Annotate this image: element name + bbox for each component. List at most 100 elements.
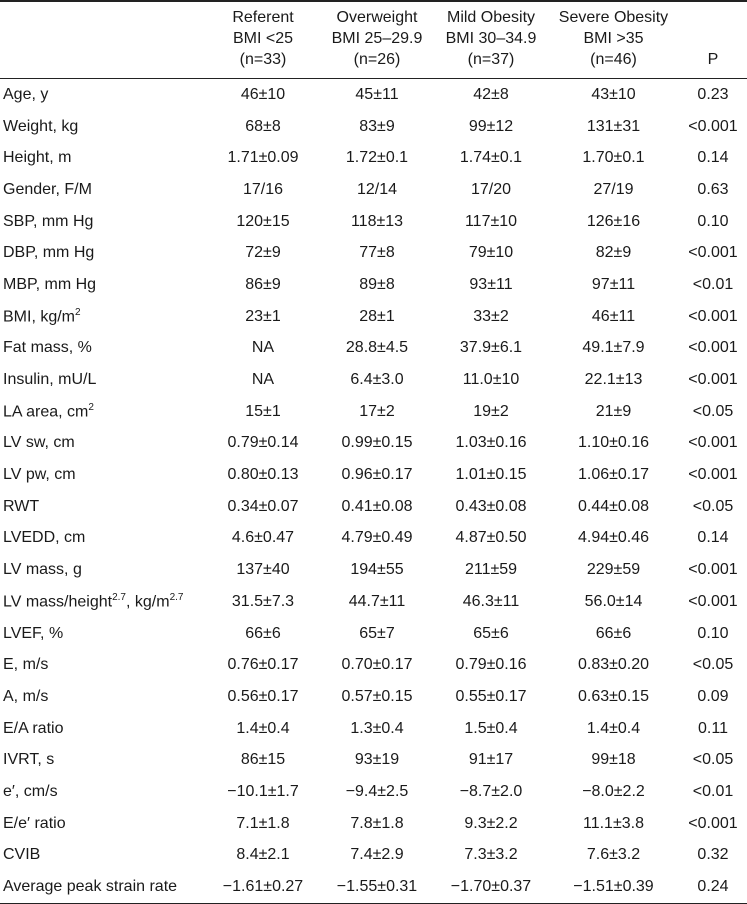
value-cell: 1.10±0.16 (577, 434, 650, 452)
column-header-line2: BMI <25 (232, 30, 294, 47)
value-cell: 1.4±0.4 (236, 719, 290, 737)
table-row: IVRT, s 86±15 93±19 91±17 99±18 <0.05 (0, 744, 747, 776)
value-cell: 45±11 (355, 85, 399, 103)
value-cell: 1.06±0.17 (577, 466, 650, 484)
value-cell: 65±6 (473, 624, 509, 642)
row-label: E, m/s (3, 656, 49, 674)
table-row: E/A ratio 1.4±0.4 1.3±0.4 1.5±0.4 1.4±0.4 0.1… (0, 713, 747, 745)
value-cell: 11.1±3.8 (583, 814, 644, 832)
value-cell: 1.71±0.09 (227, 149, 299, 167)
value-cell: 27/19 (593, 180, 634, 198)
value-cell: 77±8 (359, 244, 395, 262)
value-cell: 117±10 (464, 212, 518, 230)
value-cell: −1.70±0.37 (434, 871, 548, 904)
p-value-cell: <0.05 (692, 656, 734, 674)
table-row: Weight, kg 68±8 83±9 99±12 131±31 <0.001 (0, 111, 747, 143)
column-header-line1: Severe Obesity (558, 9, 669, 26)
value-cell: 211±59 (464, 561, 518, 579)
value-cell: 31.5±7.3 (231, 592, 295, 610)
column-header-severe-obesity: Severe Obesity BMI >35 (n=46) (548, 0, 679, 79)
value-cell: 49.1±7.9 (582, 339, 645, 357)
value-cell: −1.51±0.39 (548, 871, 679, 904)
row-label: LV sw, cm (3, 434, 75, 452)
row-label: DBP, mm Hg (3, 244, 95, 262)
value-cell: 8.4±2.1 (236, 846, 290, 864)
p-value-cell: <0.01 (692, 782, 734, 800)
value-cell: 72±9 (245, 244, 281, 262)
value-cell: 93±19 (354, 751, 400, 769)
value-cell: 9.3±2.2 (464, 814, 518, 832)
row-label: Weight, kg (3, 117, 79, 135)
value-cell: 1.3±0.4 (350, 719, 404, 737)
row-label: RWT (3, 497, 40, 515)
table-row: RWT 0.34±0.07 0.41±0.08 0.43±0.08 0.44±0.08 <… (0, 491, 747, 523)
value-cell: −9.4±2.5 (345, 782, 409, 800)
header-row: Referent BMI <25 (n=33) Overweight BMI 2… (0, 0, 747, 79)
value-cell: 1.03±0.16 (455, 434, 527, 452)
table-row: SBP, mm Hg 120±15 118±13 117±10 126±16 0.10 (0, 206, 747, 238)
table-row: Insulin, mU/L NA 6.4±3.0 11.0±10 22.1±13 <0.0… (0, 364, 747, 396)
p-value-cell: <0.05 (692, 402, 734, 420)
value-cell: 1.72±0.1 (345, 149, 409, 167)
value-cell: 66±6 (245, 624, 281, 642)
column-header-line1: Referent (232, 9, 294, 26)
p-value-cell: <0.001 (688, 339, 738, 357)
value-cell: 7.3±3.2 (464, 846, 518, 864)
value-cell: 1.5±0.4 (464, 719, 518, 737)
value-cell: 89±8 (359, 275, 395, 293)
p-value-cell: 0.14 (697, 529, 729, 547)
value-cell: 28.8±4.5 (345, 339, 409, 357)
p-value-cell: <0.05 (692, 751, 734, 769)
value-cell: 0.56±0.17 (227, 687, 299, 705)
value-cell: 131±31 (586, 117, 641, 135)
row-label: e′, cm/s (3, 782, 58, 800)
table-row: LVEF, % 66±6 65±7 65±6 66±6 0.10 (0, 618, 747, 650)
column-header-line2: BMI >35 (583, 30, 644, 47)
value-cell: 46.3±11 (462, 592, 520, 610)
value-cell: 0.43±0.08 (455, 497, 527, 515)
value-cell: 4.6±0.47 (231, 529, 295, 547)
value-cell: 137±40 (236, 561, 290, 579)
row-label: A, m/s (3, 687, 49, 705)
row-label: Height, m (3, 149, 72, 167)
value-cell: 118±13 (350, 212, 404, 230)
p-value-cell: <0.05 (692, 497, 734, 515)
header-blank-cell (0, 0, 206, 79)
table-row: e′, cm/s −10.1±1.7 −9.4±2.5 −8.7±2.0 −8.0±2.… (0, 776, 747, 808)
value-cell: 99±18 (591, 751, 636, 769)
row-label: IVRT, s (3, 751, 55, 769)
value-cell: 6.4±3.0 (350, 371, 404, 389)
column-header-line3: (n=37) (467, 51, 515, 68)
row-label: Fat mass, % (3, 339, 92, 357)
p-value-cell: <0.001 (688, 371, 738, 389)
column-header-referent: Referent BMI <25 (n=33) (206, 0, 320, 79)
column-header-line3: (n=33) (239, 51, 287, 68)
row-label: LV mass, g (3, 561, 82, 579)
p-header-label: P (707, 51, 719, 68)
row-label: CVIB (3, 846, 41, 864)
p-value-cell: <0.001 (688, 434, 738, 452)
value-cell: 7.8±1.8 (350, 814, 404, 832)
value-cell: −8.7±2.0 (459, 782, 523, 800)
row-label: Insulin, mU/L (3, 371, 97, 389)
table-row: Height, m 1.71±0.09 1.72±0.1 1.74±0.1 1.70±0… (0, 142, 747, 174)
row-label: MBP, mm Hg (3, 275, 97, 293)
value-cell: 86±15 (240, 751, 286, 769)
value-cell: 0.83±0.20 (577, 656, 650, 674)
table-row: Age, y 46±10 45±11 42±8 43±10 0.23 (0, 79, 747, 111)
value-cell: 120±15 (236, 212, 290, 230)
value-cell: 82±9 (595, 244, 632, 262)
column-header-line3: (n=46) (590, 51, 637, 68)
column-header-mild-obesity: Mild Obesity BMI 30–34.9 (n=37) (434, 0, 548, 79)
value-cell: 91±17 (468, 751, 514, 769)
value-cell: 229±59 (586, 561, 641, 579)
column-header-line3: (n=26) (353, 51, 401, 68)
value-cell: 194±55 (350, 561, 404, 579)
value-cell: 46±11 (591, 307, 636, 325)
value-cell: 0.79±0.14 (227, 434, 299, 452)
value-cell: 4.87±0.50 (455, 529, 527, 547)
table-row: LVEDD, cm 4.6±0.47 4.79±0.49 4.87±0.50 4.94±… (0, 523, 747, 555)
value-cell: 99±12 (468, 117, 514, 135)
p-value-cell: 0.63 (697, 180, 729, 198)
row-label: LVEF, % (3, 624, 64, 642)
